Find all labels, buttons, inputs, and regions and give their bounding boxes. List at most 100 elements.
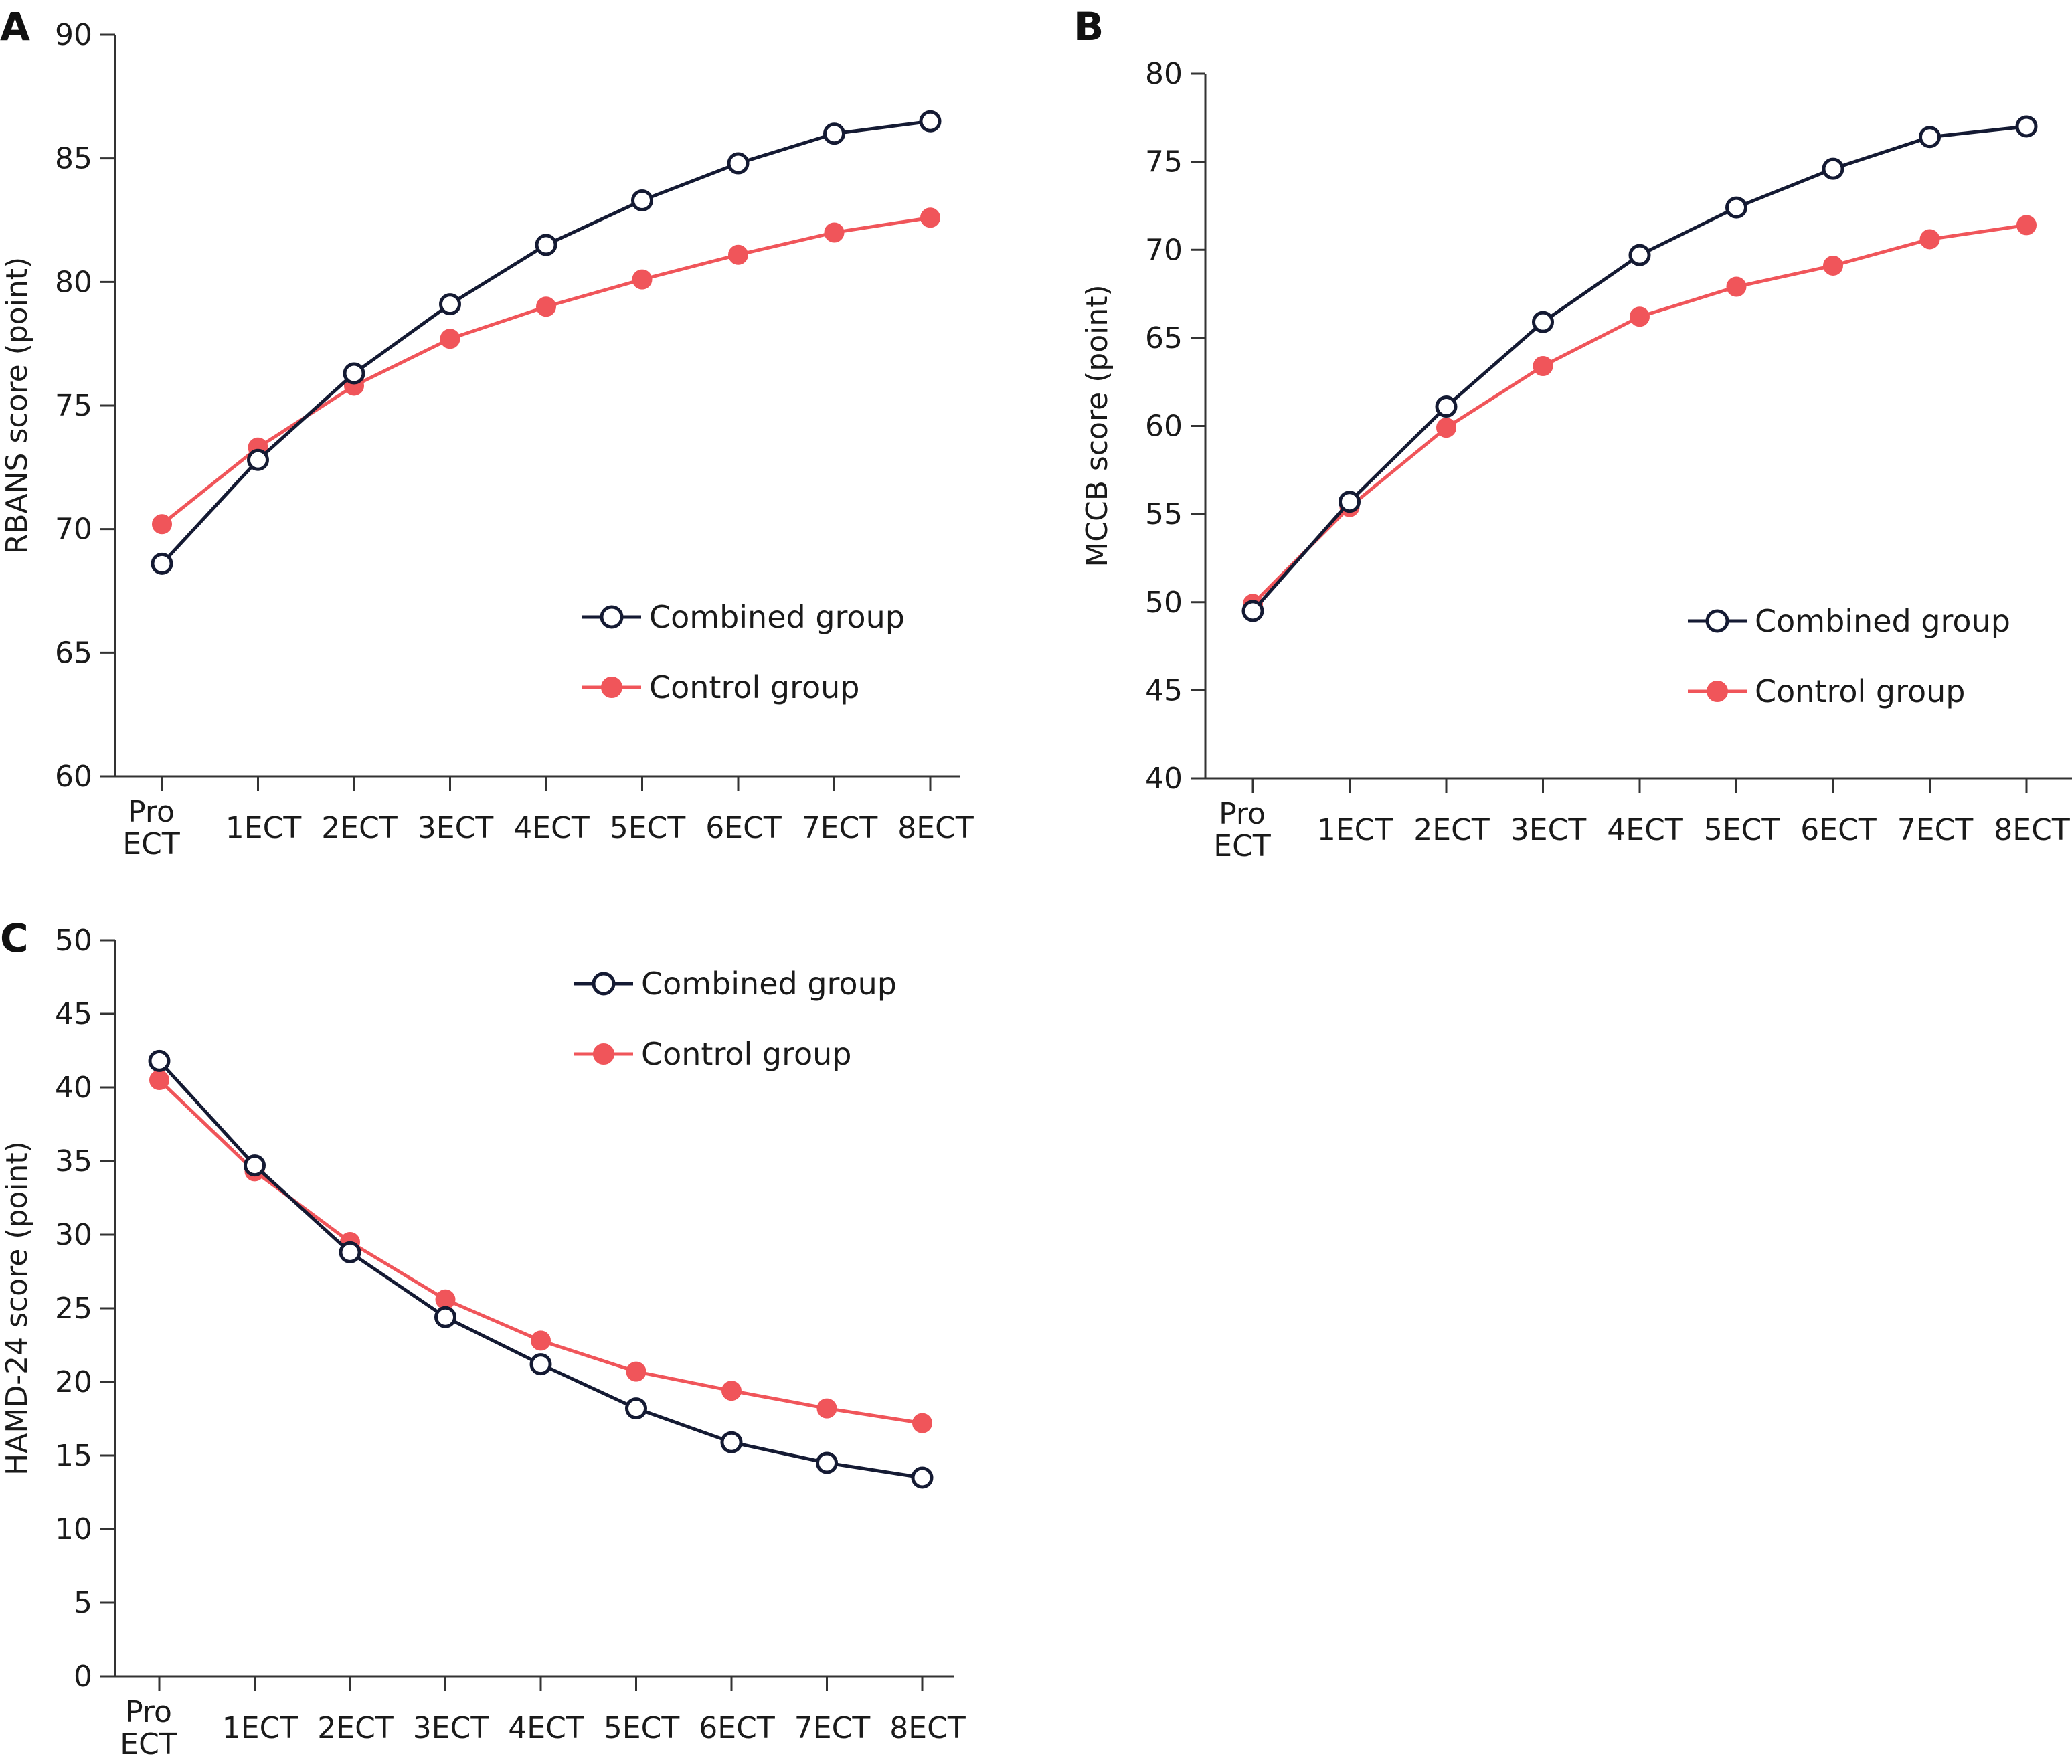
y-tick-label: 25 xyxy=(55,1292,92,1326)
data-point-control xyxy=(149,1070,169,1090)
legend-label: Control group xyxy=(649,669,860,705)
y-axis-label: RBANS score (point) xyxy=(0,257,34,554)
x-tick-label: 2ECT xyxy=(1413,813,1490,847)
x-tick-label: 2ECT xyxy=(321,811,398,845)
data-point-combined xyxy=(1435,395,1458,418)
y-tick-label: 40 xyxy=(55,1071,92,1105)
legend-label: Control group xyxy=(1755,673,1966,709)
data-point-combined xyxy=(2015,115,2038,138)
y-tick-label: 20 xyxy=(55,1365,92,1399)
data-point-control xyxy=(1630,306,1650,327)
y-tick-label: 85 xyxy=(55,142,92,176)
x-tick-label: 8ECT xyxy=(897,811,974,845)
data-point-combined xyxy=(434,1306,456,1328)
y-tick-label: 75 xyxy=(55,389,92,423)
legend-label: Control group xyxy=(641,1036,852,1072)
y-axis-label: MCCB score (point) xyxy=(1080,284,1114,567)
data-point-control xyxy=(536,296,556,317)
series-line-combined xyxy=(161,119,931,565)
y-tick-label: 10 xyxy=(55,1512,92,1547)
x-tick-label: 3ECT xyxy=(418,811,494,845)
x-tick-label: 1ECT xyxy=(1317,813,1393,847)
x-tick-label: 1ECT xyxy=(226,811,302,845)
legend-marker-control xyxy=(601,677,622,698)
y-axis-label: HAMD-24 score (point) xyxy=(0,1141,34,1476)
y-tick-label: 65 xyxy=(1145,321,1183,355)
legend-marker-control xyxy=(1707,681,1728,702)
x-tick-label: Pro xyxy=(125,1695,172,1729)
x-tick-label: ECT xyxy=(1213,829,1271,863)
data-point-combined xyxy=(1532,311,1554,333)
legend-marker-combined xyxy=(600,605,624,629)
series-line-control xyxy=(1251,223,2027,606)
data-point-control xyxy=(2016,215,2037,236)
data-point-combined xyxy=(919,110,942,133)
x-tick-label: 6ECT xyxy=(705,811,782,845)
series-line-control xyxy=(161,215,931,526)
data-point-combined xyxy=(1725,196,1747,219)
data-point-combined xyxy=(816,1451,838,1474)
x-tick-label: 7ECT xyxy=(802,811,878,845)
data-point-control xyxy=(1726,276,1747,297)
panel-letter: B xyxy=(1074,4,1104,50)
series-line-combined xyxy=(158,1059,923,1480)
x-tick-label: 6ECT xyxy=(699,1711,775,1745)
series-line-combined xyxy=(1251,124,2027,612)
data-point-combined xyxy=(343,362,365,385)
x-tick-label: Pro xyxy=(128,795,175,829)
y-tick-label: 40 xyxy=(1145,762,1183,796)
y-tick-label: 80 xyxy=(1145,57,1183,91)
x-tick-label: 8ECT xyxy=(889,1711,966,1745)
data-point-combined xyxy=(720,1431,743,1453)
x-tick-label: 4ECT xyxy=(508,1711,584,1745)
y-tick-label: 50 xyxy=(1145,586,1183,620)
data-point-combined xyxy=(1919,126,1941,149)
y-tick-label: 80 xyxy=(55,265,92,299)
data-point-combined xyxy=(625,1397,647,1420)
y-tick-label: 30 xyxy=(55,1218,92,1252)
y-tick-label: 60 xyxy=(1145,410,1183,444)
data-point-control xyxy=(816,1398,837,1419)
data-point-control xyxy=(531,1330,551,1351)
y-tick-label: 60 xyxy=(55,760,92,794)
data-point-combined xyxy=(1339,491,1361,513)
data-point-combined xyxy=(529,1353,552,1376)
data-point-control xyxy=(920,207,940,228)
y-tick-label: 15 xyxy=(55,1439,92,1473)
x-tick-label: 3ECT xyxy=(1510,813,1587,847)
x-tick-label: 5ECT xyxy=(1704,813,1780,847)
data-point-combined xyxy=(244,1154,266,1177)
data-point-control xyxy=(1533,355,1553,376)
data-point-combined xyxy=(1241,600,1264,622)
data-point-combined xyxy=(439,293,461,316)
legend-marker-control xyxy=(593,1043,614,1065)
data-point-combined xyxy=(151,552,173,575)
data-point-control xyxy=(721,1381,742,1401)
panel-letter: C xyxy=(0,915,29,961)
y-tick-label: 50 xyxy=(55,923,92,958)
x-tick-label: 4ECT xyxy=(513,811,590,845)
x-tick-label: ECT xyxy=(122,827,180,861)
y-tick-label: 45 xyxy=(1145,673,1183,707)
data-point-control xyxy=(626,1361,646,1382)
data-point-combined xyxy=(148,1049,171,1072)
x-tick-label: 1ECT xyxy=(222,1711,298,1745)
x-tick-label: 3ECT xyxy=(413,1711,489,1745)
data-point-combined xyxy=(631,189,653,211)
legend-label: Combined group xyxy=(649,599,905,635)
data-point-control xyxy=(1919,229,1940,250)
x-tick-label: 8ECT xyxy=(1994,813,2070,847)
data-point-control xyxy=(1436,418,1456,438)
legend-marker-combined xyxy=(592,972,616,996)
x-tick-label: 6ECT xyxy=(1800,813,1877,847)
y-tick-label: 70 xyxy=(1145,233,1183,267)
y-tick-label: 35 xyxy=(55,1144,92,1178)
y-tick-label: 45 xyxy=(55,997,92,1031)
data-point-control xyxy=(435,1289,456,1310)
data-point-combined xyxy=(339,1241,361,1263)
y-tick-label: 75 xyxy=(1145,145,1183,179)
